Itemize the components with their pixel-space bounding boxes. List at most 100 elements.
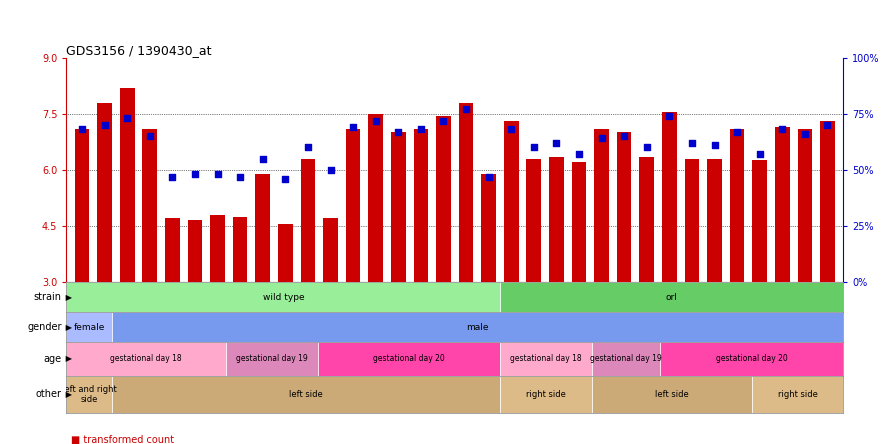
Point bbox=[323, 166, 337, 174]
Bar bbox=[458, 103, 473, 282]
Bar bbox=[300, 159, 315, 282]
Bar bbox=[820, 121, 834, 282]
Point bbox=[572, 151, 586, 158]
Bar bbox=[639, 157, 654, 282]
Bar bbox=[278, 224, 292, 282]
Point bbox=[752, 151, 766, 158]
Text: left side: left side bbox=[655, 390, 689, 399]
Text: right side: right side bbox=[778, 390, 818, 399]
Point bbox=[278, 175, 292, 182]
Point bbox=[436, 117, 450, 124]
Bar bbox=[797, 129, 812, 282]
Bar bbox=[571, 163, 586, 282]
Point bbox=[549, 139, 563, 147]
Point bbox=[368, 117, 382, 124]
Bar bbox=[501, 282, 843, 312]
Bar bbox=[594, 129, 609, 282]
Bar bbox=[751, 376, 843, 413]
Bar bbox=[226, 342, 318, 376]
Text: other: other bbox=[36, 389, 62, 400]
Point bbox=[414, 126, 428, 133]
Point bbox=[504, 126, 518, 133]
Text: ▶: ▶ bbox=[63, 293, 72, 301]
Bar bbox=[120, 87, 134, 282]
Bar bbox=[187, 220, 202, 282]
Point bbox=[346, 124, 360, 131]
Text: female: female bbox=[73, 323, 105, 332]
Bar bbox=[413, 129, 428, 282]
Point bbox=[210, 171, 224, 178]
Bar bbox=[233, 217, 247, 282]
Bar bbox=[592, 376, 751, 413]
Text: orl: orl bbox=[666, 293, 678, 301]
Text: ▶: ▶ bbox=[63, 354, 72, 364]
Point bbox=[662, 112, 676, 119]
Point bbox=[459, 106, 473, 113]
Text: ■ transformed count: ■ transformed count bbox=[71, 435, 174, 444]
Point bbox=[120, 115, 134, 122]
Bar bbox=[707, 159, 722, 282]
Text: left side: left side bbox=[290, 390, 323, 399]
Bar bbox=[729, 129, 744, 282]
Bar bbox=[66, 342, 226, 376]
Text: age: age bbox=[43, 354, 62, 364]
Text: male: male bbox=[466, 323, 489, 332]
Point bbox=[594, 135, 608, 142]
Bar bbox=[210, 215, 225, 282]
Point bbox=[391, 128, 405, 135]
Text: gestational day 18: gestational day 18 bbox=[110, 354, 182, 364]
Bar bbox=[775, 127, 789, 282]
Bar bbox=[660, 342, 843, 376]
Bar bbox=[481, 174, 496, 282]
Text: ▶: ▶ bbox=[63, 390, 72, 399]
Bar bbox=[752, 160, 767, 282]
Text: strain: strain bbox=[34, 292, 62, 302]
Bar bbox=[617, 132, 631, 282]
Point bbox=[256, 155, 270, 162]
Bar bbox=[501, 376, 592, 413]
Text: left and right
side: left and right side bbox=[62, 385, 117, 404]
Bar bbox=[97, 103, 112, 282]
Bar bbox=[66, 376, 112, 413]
Bar bbox=[318, 342, 501, 376]
Text: gestational day 20: gestational day 20 bbox=[374, 354, 445, 364]
Text: right side: right side bbox=[526, 390, 566, 399]
Bar bbox=[142, 129, 157, 282]
Bar bbox=[75, 129, 89, 282]
Point bbox=[188, 171, 202, 178]
Point bbox=[301, 144, 315, 151]
Point bbox=[685, 139, 699, 147]
Bar bbox=[255, 174, 270, 282]
Text: gestational day 18: gestational day 18 bbox=[510, 354, 582, 364]
Bar bbox=[501, 342, 592, 376]
Point bbox=[481, 173, 495, 180]
Bar bbox=[165, 218, 180, 282]
Point bbox=[97, 122, 111, 129]
Text: GDS3156 / 1390430_at: GDS3156 / 1390430_at bbox=[66, 44, 212, 56]
Text: gender: gender bbox=[27, 322, 62, 332]
Text: gestational day 19: gestational day 19 bbox=[236, 354, 308, 364]
Bar bbox=[504, 121, 518, 282]
Point bbox=[165, 173, 179, 180]
Point bbox=[798, 131, 812, 138]
Point bbox=[527, 144, 541, 151]
Point bbox=[143, 133, 157, 140]
Bar bbox=[391, 132, 405, 282]
Point bbox=[75, 126, 89, 133]
Bar bbox=[66, 312, 112, 342]
Text: gestational day 20: gestational day 20 bbox=[716, 354, 788, 364]
Point bbox=[820, 122, 834, 129]
Bar bbox=[592, 342, 660, 376]
Bar bbox=[436, 115, 451, 282]
Point bbox=[707, 142, 721, 149]
Bar bbox=[662, 112, 676, 282]
Text: wild type: wild type bbox=[262, 293, 304, 301]
Point bbox=[730, 128, 744, 135]
Bar bbox=[323, 218, 338, 282]
Point bbox=[617, 133, 631, 140]
Bar bbox=[526, 159, 541, 282]
Bar bbox=[684, 159, 699, 282]
Bar bbox=[549, 157, 563, 282]
Text: gestational day 19: gestational day 19 bbox=[590, 354, 662, 364]
Text: ▶: ▶ bbox=[63, 323, 72, 332]
